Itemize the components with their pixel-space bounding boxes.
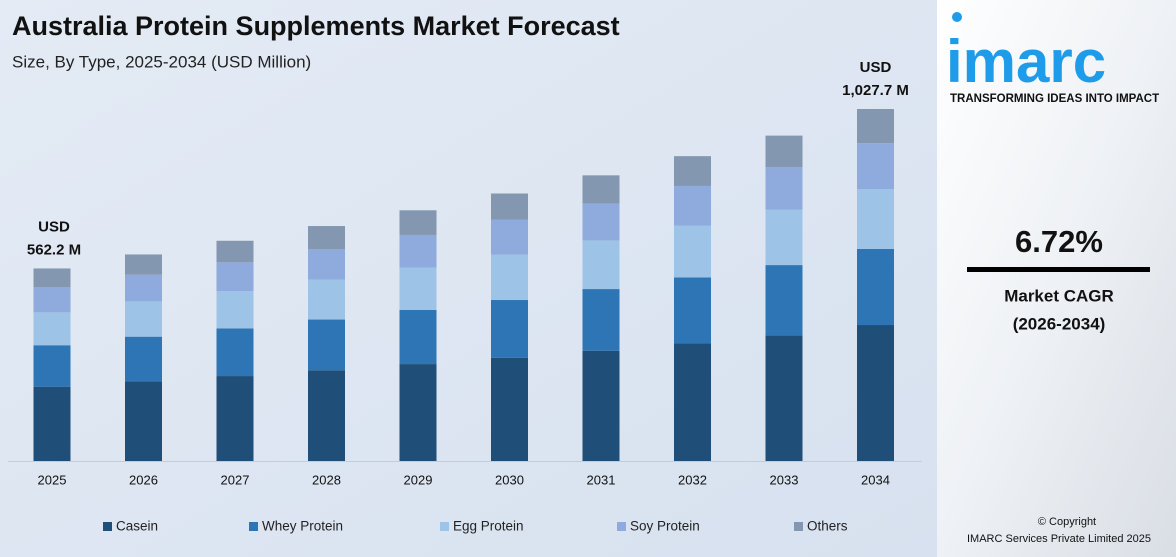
bar-segment xyxy=(491,300,528,358)
bar-segment xyxy=(308,279,345,320)
x-tick-label: 2028 xyxy=(312,472,341,487)
total-label: 562.2 M xyxy=(27,241,81,258)
x-tick-label: 2027 xyxy=(221,472,250,487)
cagr-label: Market CAGR xyxy=(1004,286,1114,305)
bar-segment xyxy=(125,336,162,382)
bar-segment xyxy=(308,226,345,249)
bar-segment xyxy=(33,287,71,313)
bar-segment xyxy=(857,143,894,190)
bar-segment xyxy=(308,370,345,461)
legend-swatch xyxy=(249,522,258,531)
bar-segment xyxy=(582,203,620,241)
legend-swatch xyxy=(103,522,112,531)
bar-segment xyxy=(33,268,71,288)
sidebar-background xyxy=(937,0,1176,557)
bar-segment xyxy=(216,328,254,377)
x-tick-label: 2033 xyxy=(770,472,799,487)
bar-segment xyxy=(491,357,528,461)
total-label: USD xyxy=(38,218,70,235)
cagr-period: (2026-2034) xyxy=(1013,314,1106,333)
legend-label: Casein xyxy=(116,519,158,534)
bar-segment xyxy=(765,135,803,168)
bar-segment xyxy=(857,325,894,461)
total-label: USD xyxy=(860,59,892,76)
bar-segment xyxy=(33,386,71,461)
bar-segment xyxy=(765,335,803,461)
legend-label: Soy Protein xyxy=(630,519,700,534)
chart-subtitle: Size, By Type, 2025-2034 (USD Million) xyxy=(12,52,311,71)
cagr-value: 6.72% xyxy=(1015,224,1103,259)
bar-segment xyxy=(125,381,162,461)
x-tick-label: 2031 xyxy=(587,472,616,487)
bar-segment xyxy=(765,167,803,210)
bar-segment xyxy=(582,175,620,204)
legend-swatch xyxy=(794,522,803,531)
bar-segment xyxy=(491,219,528,255)
total-label: 1,027.7 M xyxy=(842,82,909,99)
bar-segment xyxy=(216,262,254,292)
cagr-rule xyxy=(967,267,1150,272)
bar-segment xyxy=(399,234,437,268)
bar-segment xyxy=(33,345,71,387)
bar-segment xyxy=(308,248,345,280)
bar-segment xyxy=(674,185,711,226)
legend-label: Others xyxy=(807,519,848,534)
x-tick-label: 2030 xyxy=(495,472,524,487)
bar-segment xyxy=(765,265,803,336)
bar-segment xyxy=(125,301,162,337)
bar-segment xyxy=(33,312,71,346)
bar-segment xyxy=(765,209,803,266)
bar-segment xyxy=(491,193,528,220)
chart-title: Australia Protein Supplements Market For… xyxy=(12,11,620,41)
legend-swatch xyxy=(440,522,449,531)
bar-segment xyxy=(674,225,711,278)
bar-segment xyxy=(125,254,162,275)
bar-segment xyxy=(857,248,894,326)
bar-segment xyxy=(399,267,437,310)
bar-segment xyxy=(674,277,711,344)
bar-segment xyxy=(399,210,437,235)
copyright: © Copyright xyxy=(1038,516,1096,528)
tagline: TRANSFORMING IDEAS INTO IMPACT xyxy=(950,93,1159,105)
legend-label: Egg Protein xyxy=(453,519,524,534)
bar-segment xyxy=(582,289,620,351)
bar-segment xyxy=(582,350,620,461)
bar-segment xyxy=(399,364,437,461)
legend-swatch xyxy=(617,522,626,531)
x-tick-label: 2029 xyxy=(404,472,433,487)
x-tick-label: 2026 xyxy=(129,472,158,487)
x-tick-label: 2034 xyxy=(861,472,890,487)
logo-dot xyxy=(952,12,962,22)
bar-segment xyxy=(125,274,162,302)
bar-segment xyxy=(857,189,894,249)
logo: imarc xyxy=(946,28,1106,95)
bar-segment xyxy=(857,109,894,144)
bar-segment xyxy=(308,319,345,371)
x-tick-label: 2032 xyxy=(678,472,707,487)
bar-segment xyxy=(674,343,711,461)
company: IMARC Services Private Limited 2025 xyxy=(967,533,1151,545)
bar-segment xyxy=(216,376,254,461)
x-tick-label: 2025 xyxy=(38,472,67,487)
bar-segment xyxy=(491,254,528,301)
bar-segment xyxy=(216,240,254,263)
legend-label: Whey Protein xyxy=(262,519,343,534)
bar-segment xyxy=(582,240,620,290)
bar-segment xyxy=(674,156,711,186)
bar-segment xyxy=(399,309,437,365)
bar-segment xyxy=(216,291,254,329)
